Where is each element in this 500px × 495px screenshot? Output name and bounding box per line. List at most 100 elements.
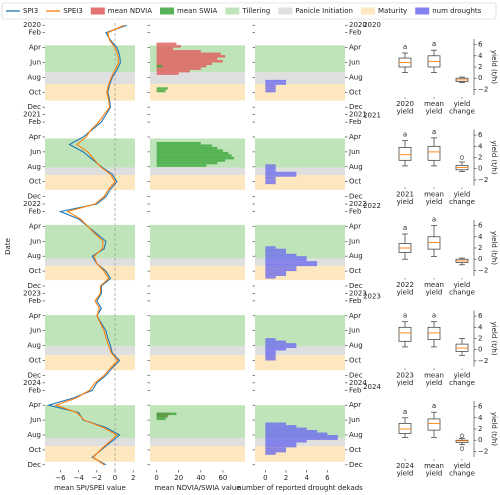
bar xyxy=(265,171,297,175)
x-tick-label: mean yield xyxy=(424,191,444,207)
bar xyxy=(265,89,276,93)
group-letter: a xyxy=(432,402,436,410)
bar xyxy=(265,432,328,436)
y-tick-label: 2022 xyxy=(349,200,367,208)
bar xyxy=(156,415,168,418)
bar xyxy=(265,174,297,177)
y-tick-label: Aug xyxy=(349,252,363,260)
group-letter: a xyxy=(403,312,407,320)
bar xyxy=(156,72,179,75)
y-tick-label: Jun xyxy=(29,327,41,335)
y-tick-label: Feb xyxy=(349,118,362,126)
y-tick-label: Apr xyxy=(349,133,361,141)
legend-label: num droughts xyxy=(432,7,481,15)
y-tick-label: Aug xyxy=(349,163,363,171)
x-tick-label: 20 xyxy=(174,474,183,482)
bar xyxy=(265,246,276,249)
bar xyxy=(265,79,287,83)
stage-layer xyxy=(45,45,345,462)
row-title: 2020 xyxy=(363,21,381,29)
bar xyxy=(265,176,276,180)
group-letter: a xyxy=(432,312,436,320)
x-tick-label: mean yield xyxy=(424,100,444,116)
group-letter: a xyxy=(403,224,407,232)
stage-band xyxy=(45,72,135,85)
bar xyxy=(156,89,166,93)
box xyxy=(398,147,412,161)
x-axis-label: mean SPI/SPEI value xyxy=(54,484,126,492)
y-tick-label: Oct xyxy=(349,88,361,96)
x-tick-label: −2 xyxy=(92,474,102,482)
stage-band xyxy=(150,346,245,356)
y-tick-label: Feb xyxy=(29,118,42,126)
y-tick-label: Dec xyxy=(349,103,363,111)
x-tick-label: 2022 yield xyxy=(396,281,414,297)
stage-band xyxy=(255,138,345,168)
y-tick-label: −2 xyxy=(478,266,488,274)
bar xyxy=(156,151,229,155)
stage-band xyxy=(150,174,245,190)
y-tick-label: 6 xyxy=(478,222,483,230)
y-tick-label: 2023 xyxy=(349,289,367,297)
y-tick-label: Dec xyxy=(349,193,363,201)
x-tick-label: 2020 yield xyxy=(396,100,414,116)
bar xyxy=(265,350,276,354)
y-tick-label: Jun xyxy=(348,148,360,156)
bar xyxy=(156,62,212,65)
y-tick-label: Apr xyxy=(29,133,41,141)
stage-band xyxy=(45,315,135,347)
legend-label: Tillering xyxy=(241,7,270,15)
bar xyxy=(156,50,201,53)
stage-band xyxy=(255,72,345,85)
bar xyxy=(156,164,207,167)
bar xyxy=(265,348,287,351)
bar xyxy=(156,69,190,73)
bar xyxy=(156,64,207,68)
stage-band xyxy=(255,174,345,190)
x-axis-label: mean NDVIA/SWIA value xyxy=(154,484,240,492)
x-axis-label: number of reported drought dekads xyxy=(237,484,363,492)
stage-band xyxy=(150,446,245,462)
stage-band xyxy=(45,45,135,73)
stage-band xyxy=(150,258,245,266)
stage-band xyxy=(255,167,345,175)
y-tick-label: 4 xyxy=(478,233,483,241)
group-letter: a xyxy=(403,408,407,416)
stage-band xyxy=(45,355,135,371)
y-tick-label: Jun xyxy=(348,58,360,66)
stage-band xyxy=(45,167,135,175)
y-tick-label: Aug xyxy=(27,252,41,260)
bar xyxy=(265,181,276,185)
y-tick-label: Apr xyxy=(349,312,361,320)
box xyxy=(398,423,412,434)
x-tick-label: −4 xyxy=(73,474,84,482)
row-title: 2023 xyxy=(363,293,381,301)
stage-band xyxy=(45,346,135,356)
outlier xyxy=(459,155,465,160)
x-tick-label: 2023 yield xyxy=(396,372,414,388)
y-tick-label: Aug xyxy=(349,342,363,350)
bar xyxy=(265,268,297,272)
legend-label: SPI3 xyxy=(23,7,38,15)
y-tick-label: 2 xyxy=(478,425,482,433)
y-tick-label: Jun xyxy=(29,58,41,66)
x-tick-label: 2021 yield xyxy=(396,191,414,207)
y-axis-label: yield (t/h) xyxy=(490,50,498,84)
bar xyxy=(265,166,276,170)
stage-band xyxy=(150,355,245,371)
stage-band xyxy=(150,224,245,259)
bar xyxy=(156,55,226,58)
x-tick-label: 0 xyxy=(154,474,158,482)
bar xyxy=(265,452,276,455)
y-tick-label: 2021 xyxy=(23,111,41,119)
bar xyxy=(156,67,201,70)
y-tick-label: Jun xyxy=(29,148,41,156)
y-axis-label: Date xyxy=(4,238,12,255)
stage-band xyxy=(255,346,345,356)
y-tick-label: Oct xyxy=(349,178,361,186)
y-tick-label: Apr xyxy=(349,222,361,230)
box xyxy=(427,326,441,340)
y-tick-label: 2022 xyxy=(23,200,41,208)
box xyxy=(427,145,441,161)
bar xyxy=(265,343,297,346)
